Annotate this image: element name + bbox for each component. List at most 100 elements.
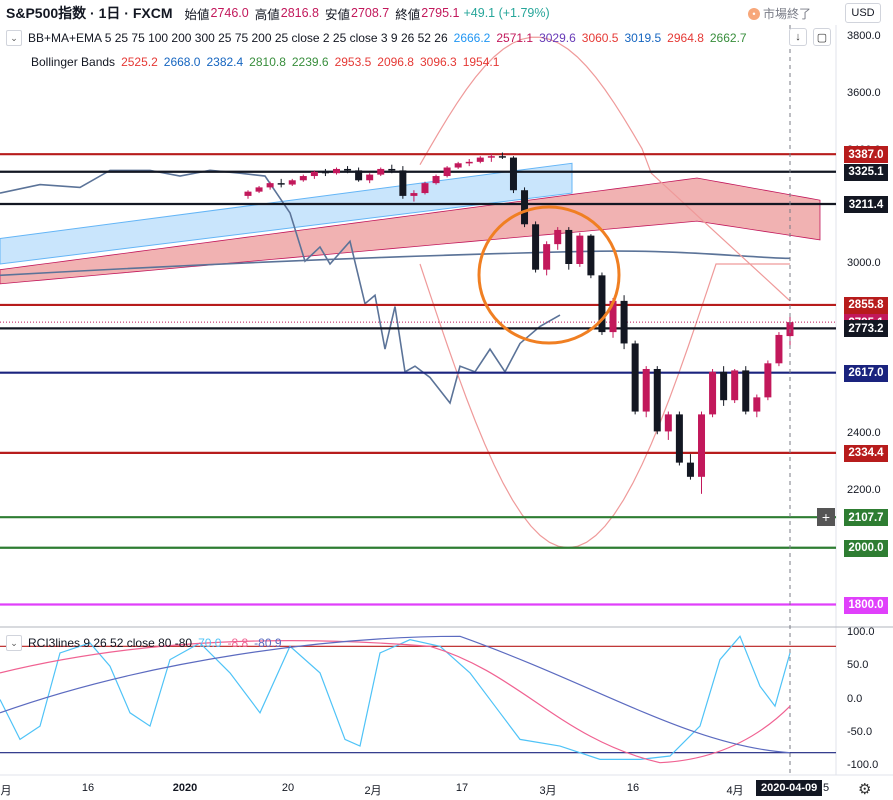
time-axis-tick: 20 <box>281 782 295 794</box>
currency-button[interactable]: USD <box>845 3 881 23</box>
bollinger-value: 2382.4 <box>206 55 244 69</box>
price-level-label[interactable]: 3325.1 <box>844 163 888 181</box>
candle-body <box>521 190 529 225</box>
bbmaema-value: 3019.5 <box>624 31 662 45</box>
price-axis-tick: 2200.0 <box>847 484 881 496</box>
add-level-button[interactable]: + <box>817 508 835 526</box>
candle-body <box>266 183 274 188</box>
candle-body <box>421 183 429 194</box>
time-axis-tick: 16 <box>81 782 95 794</box>
candle-body <box>675 414 683 463</box>
rci-mid-line <box>0 640 791 764</box>
indicator-name: Bollinger Bands <box>31 55 116 69</box>
price-level-label[interactable]: 3387.0 <box>844 146 888 164</box>
candle-body <box>388 168 396 171</box>
candle-body <box>366 174 374 181</box>
time-axis-tick: 4月 <box>726 785 744 797</box>
candle-body <box>598 275 606 333</box>
rci-value: -80.9 <box>254 636 282 650</box>
symbol-header: S&P500指数 · 1日 · FXCM 始値 2746.0 高値 2816.8 安… <box>6 3 550 23</box>
candle-body <box>731 370 739 401</box>
rci-slow-line <box>0 635 791 754</box>
candle-body <box>576 235 584 264</box>
candle-body <box>498 156 506 158</box>
high-value: 2816.8 <box>280 6 319 20</box>
candle-body <box>764 363 772 398</box>
bbmaema-value: 2571.1 <box>496 31 534 45</box>
candle-body <box>454 163 462 168</box>
rci-value: -8.8 <box>227 636 249 650</box>
open-value: 2746.0 <box>210 6 249 20</box>
time-axis-tick: 17 <box>455 782 469 794</box>
candle-body <box>432 176 440 184</box>
candle-body <box>653 368 661 432</box>
candle-body <box>532 224 540 270</box>
candle-body <box>355 170 363 181</box>
candle-body <box>742 370 750 412</box>
lagging-span-line <box>0 169 561 405</box>
collapse-icon[interactable]: ⌄ <box>6 30 22 46</box>
time-axis-tick: 2020 <box>172 782 198 794</box>
bollinger-value: 2239.6 <box>291 55 329 69</box>
price-axis-tick: 3800.0 <box>847 30 881 42</box>
candle-body <box>277 183 285 185</box>
candle-body <box>698 414 706 477</box>
indicator-legend-rci[interactable]: ⌄ RCI3lines 9 26 52 close 80 -80 70.0 -8.… <box>6 635 288 651</box>
candle-body <box>709 371 717 415</box>
candle-body <box>410 193 418 196</box>
market-status[interactable]: • 市場終了 <box>748 5 811 22</box>
crosshair-date-label: 2020-04-09 <box>756 780 823 796</box>
candle-body <box>377 168 385 175</box>
rci-fast-line <box>0 635 791 760</box>
price-level-label[interactable]: 2617.0 <box>844 364 888 382</box>
price-level-label[interactable]: 2000.0 <box>844 539 888 557</box>
change-value: +49.1 (+1.79%) <box>463 6 550 20</box>
candle-body <box>554 229 562 245</box>
candle-body <box>344 168 352 171</box>
bbmaema-value: 2662.7 <box>709 31 747 45</box>
candle-body <box>775 334 783 364</box>
time-axis-tick: 16 <box>626 782 640 794</box>
price-level-label[interactable]: 1800.0 <box>844 596 888 614</box>
collapse-icon[interactable]: ⌄ <box>6 635 22 651</box>
arrow-down-icon[interactable]: ↓ <box>789 28 807 46</box>
price-level-label[interactable]: 3211.4 <box>844 196 888 213</box>
candle-body <box>509 157 517 191</box>
bbmaema-value: 2964.8 <box>667 31 704 45</box>
candle-body <box>465 161 473 164</box>
bbmaema-value: 3029.6 <box>539 31 576 45</box>
candle-body <box>299 176 307 181</box>
price-axis-tick: 3000.0 <box>847 257 881 269</box>
bbmaema-value: 2666.2 <box>453 31 491 45</box>
gear-icon[interactable]: ⚙ <box>858 781 872 798</box>
bollinger-value: 2953.5 <box>334 55 372 69</box>
bollinger-lower <box>419 263 790 549</box>
indicator-legend-bbmaema[interactable]: ⌄ BB+MA+EMA 5 25 75 100 200 300 25 75 20… <box>6 30 753 46</box>
open-label: 始値 <box>184 7 210 22</box>
price-level-label[interactable]: 2855.8 <box>844 296 888 314</box>
market-status-text: 市場終了 <box>763 7 812 21</box>
symbol-title[interactable]: S&P500指数 · 1日 · FXCM <box>6 5 173 21</box>
maximize-icon[interactable]: ▢ <box>813 28 831 46</box>
price-level-label[interactable]: 2773.2 <box>844 320 888 338</box>
price-level-label[interactable]: 2334.4 <box>844 444 888 462</box>
indicator-legend-bollinger[interactable]: Bollinger Bands 2525.2 2668.0 2382.4 2810.8… <box>31 55 505 69</box>
candle-body <box>642 368 650 412</box>
regression-channel <box>0 162 573 265</box>
candle-body <box>631 343 639 412</box>
rci-axis-tick: 100.0 <box>847 626 875 638</box>
candle-body <box>609 300 617 333</box>
candle-body <box>720 371 728 401</box>
time-axis-tick: 5 <box>822 782 830 794</box>
candle-body <box>399 170 407 196</box>
high-label: 高値 <box>254 7 280 22</box>
bollinger-value: 2668.0 <box>163 55 201 69</box>
bollinger-value: 2096.8 <box>377 55 414 69</box>
rci-axis-tick: 0.0 <box>847 692 863 705</box>
price-level-label[interactable]: 2107.7 <box>844 509 888 527</box>
bollinger-value: 2810.8 <box>249 55 286 69</box>
candle-body <box>664 414 672 432</box>
rci-axis-tick: -50.0 <box>847 725 873 738</box>
bbmaema-value: 3060.5 <box>581 31 619 45</box>
